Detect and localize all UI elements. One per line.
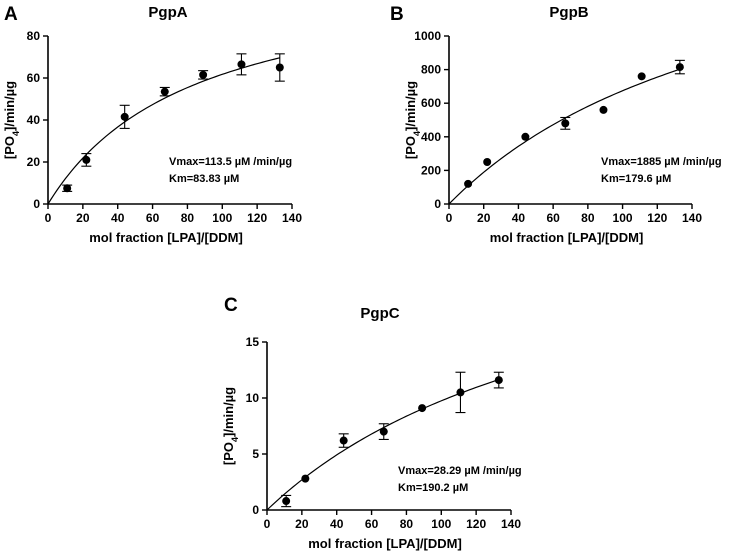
x-axis-label: mol fraction [LPA]/[DDM] <box>89 230 243 245</box>
data-point <box>120 112 129 121</box>
fit-curve <box>47 57 280 205</box>
y-tick-label: 10 <box>246 391 260 405</box>
data-point <box>82 155 91 164</box>
data-point <box>63 184 72 193</box>
data-point <box>521 132 530 141</box>
data-point <box>456 388 465 397</box>
data-point <box>379 427 388 436</box>
fit-annotation: Vmax=113.5 µM /min/µg <box>169 156 292 168</box>
panel-letter: C <box>224 295 238 316</box>
y-tick-label: 0 <box>434 197 441 211</box>
y-tick-label: 5 <box>252 447 259 461</box>
fit-annotation: Km=83.83 µM <box>169 173 239 185</box>
x-tick-label: 20 <box>295 517 309 531</box>
x-tick-label: 20 <box>477 211 491 225</box>
x-tick-label: 40 <box>111 211 125 225</box>
x-tick-label: 40 <box>512 211 526 225</box>
x-tick-label: 120 <box>466 517 486 531</box>
data-point <box>561 119 570 128</box>
data-point <box>483 158 492 166</box>
data-point <box>637 72 646 81</box>
x-tick-label: 140 <box>282 211 302 225</box>
chart-title: PgpC <box>360 305 399 322</box>
x-axis-label: mol fraction [LPA]/[DDM] <box>308 536 462 551</box>
y-tick-label: 0 <box>252 503 259 517</box>
data-point <box>282 497 291 506</box>
data-point <box>464 179 473 188</box>
x-tick-label: 60 <box>146 211 160 225</box>
chart-title: PgpA <box>148 4 187 21</box>
chart-title: PgpB <box>549 4 588 21</box>
data-point <box>237 60 246 69</box>
y-tick-label: 400 <box>421 130 441 144</box>
fit-annotation: Km=179.6 µM <box>601 173 671 185</box>
x-tick-label: 0 <box>264 517 271 531</box>
y-axis-label: [PO4]/min/µg <box>221 387 240 465</box>
fit-annotation: Vmax=28.29 µM /min/µg <box>398 465 522 477</box>
panel-letter: A <box>4 4 18 25</box>
data-point <box>418 404 427 413</box>
data-point <box>301 474 310 483</box>
y-axis-label: [PO4]/min/µg <box>2 81 21 159</box>
y-tick-label: 600 <box>421 96 441 110</box>
data-point <box>275 63 284 72</box>
data-point <box>494 376 503 385</box>
x-tick-label: 60 <box>365 517 379 531</box>
x-tick-label: 20 <box>76 211 90 225</box>
y-tick-label: 15 <box>246 335 260 349</box>
data-point <box>599 105 608 114</box>
x-axis-label: mol fraction [LPA]/[DDM] <box>490 230 644 245</box>
x-tick-label: 80 <box>181 211 195 225</box>
x-tick-label: 140 <box>682 211 702 225</box>
x-tick-label: 100 <box>431 517 451 531</box>
data-point <box>160 87 169 96</box>
data-point <box>339 436 348 445</box>
x-tick-label: 100 <box>613 211 633 225</box>
x-tick-label: 140 <box>501 517 521 531</box>
fit-annotation: Km=190.2 µM <box>398 482 468 494</box>
x-tick-label: 120 <box>247 211 267 225</box>
y-tick-label: 800 <box>421 63 441 77</box>
data-point <box>675 63 684 72</box>
y-tick-label: 200 <box>421 163 441 177</box>
x-tick-label: 0 <box>45 211 52 225</box>
y-tick-label: 80 <box>27 29 41 43</box>
chart-panel-b: B PgpB 0 20 40 60 80 100 120 140 0 200 400 600 800 1000… <box>390 4 722 245</box>
x-tick-label: 60 <box>546 211 560 225</box>
x-tick-label: 80 <box>581 211 595 225</box>
x-tick-label: 0 <box>446 211 453 225</box>
y-tick-label: 40 <box>27 113 41 127</box>
fit-annotation: Vmax=1885 µM /min/µg <box>601 156 722 168</box>
x-tick-label: 80 <box>400 517 414 531</box>
y-tick-label: 20 <box>27 155 41 169</box>
y-tick-label: 0 <box>33 197 40 211</box>
x-tick-label: 120 <box>647 211 667 225</box>
chart-panel-a: A PgpA 0 20 40 60 80 100 120 140 0 20 40 60 80 mol frac… <box>2 4 302 245</box>
y-tick-label: 60 <box>27 71 41 85</box>
data-point <box>199 70 208 79</box>
panel-letter: B <box>390 4 404 25</box>
x-tick-label: 40 <box>330 517 344 531</box>
y-tick-label: 1000 <box>414 29 441 43</box>
fit-curve <box>448 68 681 205</box>
y-axis-label: [PO4]/min/µg <box>403 81 422 159</box>
x-tick-label: 100 <box>212 211 232 225</box>
chart-panel-c: C PgpC 0 20 40 60 80 100 120 140 0 5 10 15 mol fractio… <box>221 295 522 551</box>
